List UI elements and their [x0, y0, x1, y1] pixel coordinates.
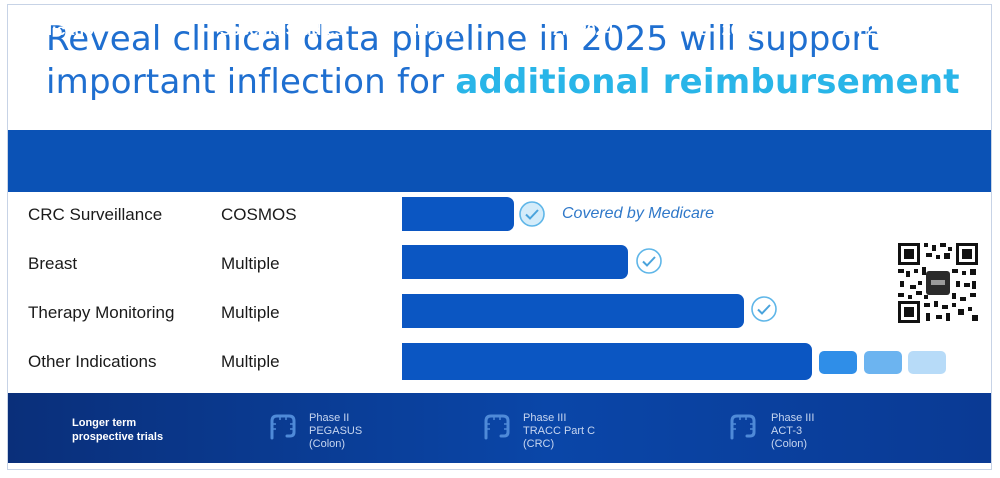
qr-code-icon [896, 241, 980, 325]
trial-phase: Phase III [771, 412, 815, 424]
colon-icon [480, 412, 514, 440]
trial-name: PEGASUS [309, 425, 363, 437]
trial-act3: Phase III ACT-3 (Colon) [771, 412, 814, 451]
trial-phase: Phase III [523, 412, 567, 424]
check-circle-icon [636, 248, 662, 274]
row-indication-therapy: Therapy Monitoring [28, 303, 175, 322]
slide-frame [7, 4, 992, 470]
check-circle-icon [519, 201, 545, 227]
header-specific-studies: Specific Studies [220, 22, 344, 39]
trial-tracc: Phase III TRACC Part C (CRC) [523, 412, 595, 451]
title-highlight: additional reimbursement [455, 62, 960, 102]
header-2h-2024: 2H 2024 [553, 22, 614, 39]
row-studies-therapy: Multiple [221, 303, 280, 322]
trial-area: (Colon) [771, 438, 808, 450]
table-header [8, 130, 991, 192]
footer-label: Longer term prospective trials [72, 416, 163, 444]
slide-title: Reveal clinical data pipeline in 2025 wi… [46, 18, 960, 104]
header-indication: Indication [28, 22, 104, 39]
timeline-bar-therapy [402, 294, 744, 328]
footer-band [8, 393, 991, 463]
check-circle-icon [751, 296, 777, 322]
row-indication-breast: Breast [28, 254, 78, 273]
title-line1: Reveal clinical data pipeline in 2025 wi… [46, 19, 880, 59]
title-line2-prefix: important inflection for [46, 62, 456, 102]
trial-phase: Phase II [309, 412, 350, 424]
covered-by-medicare-note: Covered by Medicare [562, 205, 715, 222]
timeline-bar-other [402, 343, 812, 380]
colon-icon [266, 412, 300, 440]
extension-pill-1 [819, 351, 857, 374]
header-2h-2025: 2H 2025 [842, 22, 903, 39]
trial-name: ACT-3 [771, 425, 803, 437]
footer-label-line1: Longer term [72, 417, 137, 429]
footer-label-line2: prospective trials [72, 431, 164, 443]
row-studies-crc: COSMOS [221, 205, 297, 224]
row-indication-other: Other Indications [28, 352, 157, 371]
trial-name: TRACC Part C [523, 425, 596, 437]
colon-icon [726, 412, 760, 440]
trial-area: (CRC) [523, 438, 555, 450]
row-studies-other: Multiple [221, 352, 280, 371]
timeline-bar-crc [402, 197, 514, 231]
timeline-bar-breast [402, 245, 628, 279]
extension-pill-3 [908, 351, 946, 374]
row-studies-breast: Multiple [221, 254, 280, 273]
trial-pegasus: Phase II PEGASUS (Colon) [309, 412, 362, 451]
header-1h-2024: 1H 2024 [408, 22, 469, 39]
row-indication-crc: CRC Surveillance [28, 205, 163, 224]
extension-pill-2 [864, 351, 902, 374]
trial-area: (Colon) [309, 438, 346, 450]
header-1h-2025: 1H 2025 [697, 22, 758, 39]
